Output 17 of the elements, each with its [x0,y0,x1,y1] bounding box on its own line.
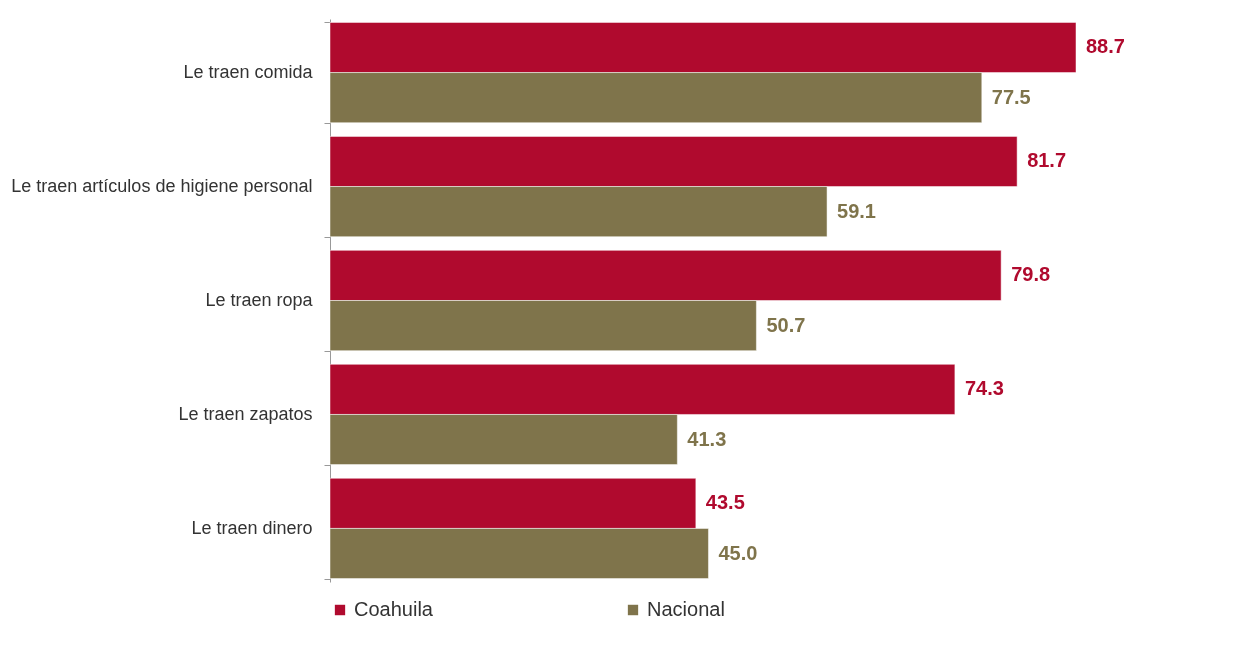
y-tick-label: Le traen dinero [191,517,313,538]
y-tick-label: Le traen zapatos [178,403,313,424]
data-label: 50.7 [766,313,806,336]
data-label: 45.0 [718,541,758,564]
data-label: 74.3 [964,377,1004,400]
y-tick-label: Le traen comida [183,62,314,83]
data-label: 43.5 [705,491,745,514]
data-label: 79.8 [1011,263,1051,286]
y-tick-label: Le traen ropa [205,290,314,310]
data-label: 59.1 [837,199,876,222]
data-label: 77.5 [991,85,1031,108]
y-tick-label: Le traen artículos de higiene personal [11,176,313,197]
data-label: 81.7 [1027,149,1067,172]
data-label: 88.7 [1086,35,1125,58]
legend-label: Coahuila [354,598,434,620]
data-label: 41.3 [687,427,727,450]
legend-label: Nacional [647,598,725,620]
